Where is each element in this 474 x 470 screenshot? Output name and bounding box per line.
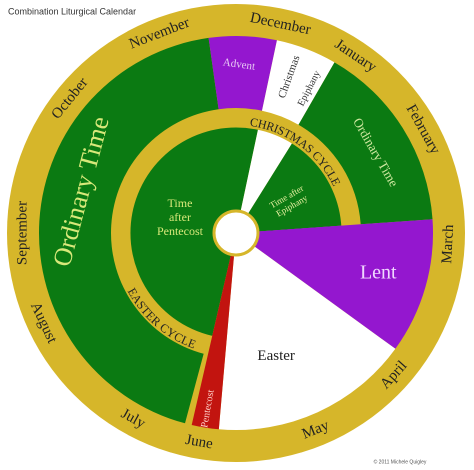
copyright: © 2011 Michele Quigley bbox=[374, 458, 427, 465]
season-label: Easter bbox=[257, 348, 294, 364]
text-line: after bbox=[169, 210, 191, 224]
ordinary-time-band bbox=[39, 37, 219, 424]
text-line: Time bbox=[168, 196, 193, 210]
season-label: Lent bbox=[360, 261, 397, 283]
page-title: Combination Liturgical Calendar bbox=[8, 6, 136, 16]
ash-wednesday bbox=[257, 225, 342, 233]
ordinary-time-band bbox=[298, 62, 433, 225]
season-label: Time after Pentecost bbox=[157, 196, 204, 238]
pentecost-time-disk bbox=[130, 127, 259, 337]
easter-band bbox=[218, 245, 396, 430]
pentecost-band bbox=[191, 254, 235, 430]
text-line: Pentecost bbox=[157, 224, 204, 238]
month-label: June bbox=[184, 432, 214, 453]
epiphany-disk bbox=[247, 143, 342, 232]
center-hole bbox=[212, 209, 260, 257]
season-label: Advent bbox=[222, 56, 256, 72]
christmas-band bbox=[261, 40, 335, 125]
month-label: September bbox=[14, 201, 30, 265]
christmas-disk bbox=[240, 129, 293, 215]
wheel bbox=[7, 4, 465, 462]
advent-band bbox=[208, 35, 277, 111]
month-label: March bbox=[439, 224, 457, 264]
lent-band bbox=[253, 219, 433, 349]
